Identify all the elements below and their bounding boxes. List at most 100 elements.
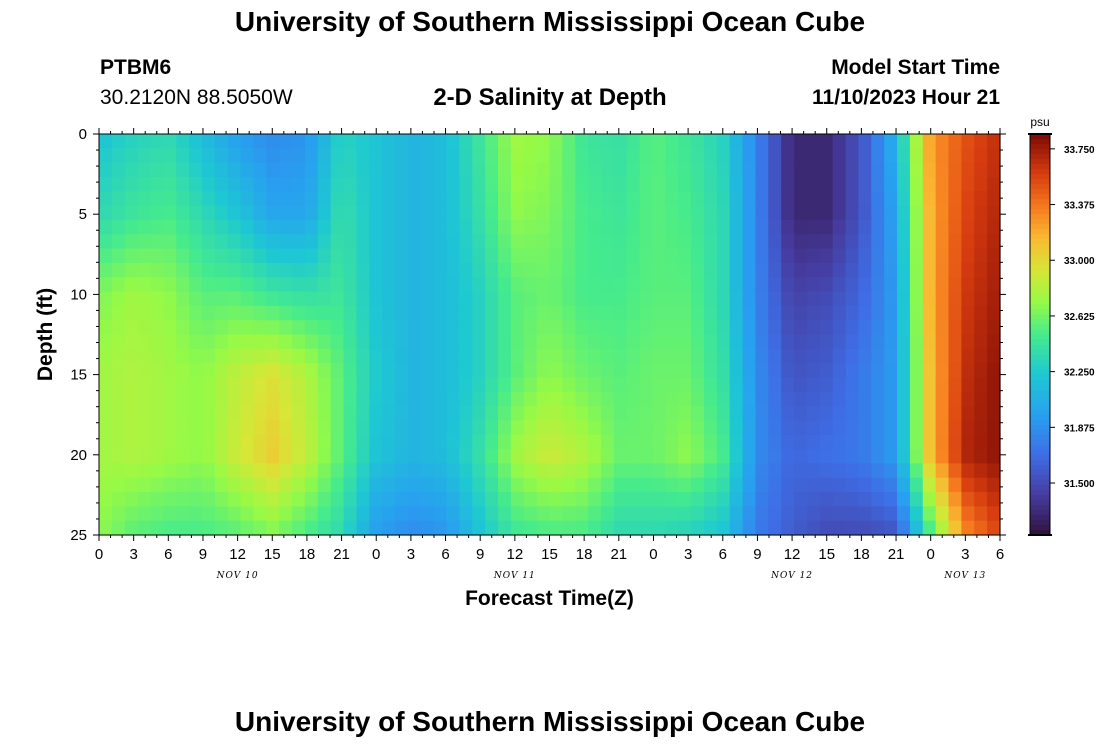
heatmap-cell (871, 520, 885, 536)
heatmap-cell (330, 434, 345, 450)
heatmap-cell (304, 348, 319, 364)
heatmap-cell (678, 363, 692, 379)
heatmap-cell (420, 406, 435, 422)
heatmap-cell (665, 377, 679, 393)
colorbar-segment (1030, 519, 1050, 526)
heatmap-cell (189, 291, 203, 307)
heatmap-cell (948, 248, 962, 264)
heatmap-cell (292, 277, 306, 293)
heatmap-cell (189, 334, 203, 350)
heatmap-cell (639, 520, 654, 536)
heatmap-cell (201, 219, 216, 235)
heatmap-cell (459, 406, 473, 422)
heatmap-cell (549, 205, 563, 221)
heatmap-cell (201, 191, 216, 207)
heatmap-cell (678, 520, 692, 536)
heatmap-cell (356, 520, 370, 536)
heatmap-cell (871, 363, 885, 379)
heatmap-cell (446, 134, 460, 149)
heatmap-cell (716, 449, 731, 464)
heatmap-cell (948, 162, 962, 178)
heatmap-cell (253, 162, 267, 178)
colorbar-tick-label: 31.500 (1064, 479, 1095, 490)
heatmap-cell (871, 449, 885, 464)
heatmap-cell (330, 334, 345, 350)
heatmap-cell (961, 134, 975, 149)
heatmap-cell (703, 191, 718, 207)
heatmap-cell (742, 162, 757, 178)
heatmap-cell (678, 406, 692, 422)
heatmap-cell (292, 205, 306, 221)
heatmap-cell (214, 334, 229, 350)
colorbar-segment (1030, 154, 1050, 160)
heatmap-cell (703, 262, 718, 278)
heatmap-cell (266, 520, 280, 536)
heatmap-cell (279, 191, 293, 207)
heatmap-cell (292, 520, 306, 536)
heatmap-cell (575, 506, 589, 522)
colorbar-segment (1030, 499, 1050, 506)
heatmap-cell (588, 176, 602, 192)
heatmap-cell (472, 463, 486, 479)
heatmap-cell (858, 391, 872, 407)
heatmap-cell (279, 248, 293, 264)
heatmap-cell (356, 363, 370, 379)
heatmap-cell (729, 320, 744, 336)
heatmap-cell (600, 477, 615, 493)
heatmap-cell (214, 420, 229, 436)
heatmap-cell (806, 176, 821, 192)
heatmap-cell (755, 248, 769, 264)
heatmap-cell (935, 176, 950, 192)
heatmap-cell (446, 291, 460, 307)
heatmap-cell (858, 477, 872, 493)
heatmap-cell (626, 449, 641, 464)
heatmap-cell (395, 391, 409, 407)
heatmap-cell (613, 162, 628, 178)
heatmap-cell (974, 348, 988, 364)
heatmap-cell (716, 148, 731, 164)
heatmap-cell (652, 291, 666, 307)
heatmap-cell (549, 520, 563, 536)
heatmap-cell (510, 219, 525, 235)
heatmap-cell (742, 248, 757, 264)
heatmap-cell (665, 348, 679, 364)
heatmap-cell (343, 420, 358, 436)
heatmap-cell (678, 277, 692, 293)
heatmap-cell (240, 219, 255, 235)
heatmap-cell (961, 391, 975, 407)
heatmap-cell (549, 148, 563, 164)
colorbar-unit: psu (1030, 115, 1049, 129)
heatmap-cell (781, 449, 795, 464)
heatmap-cell (806, 492, 821, 507)
heatmap-cell (446, 277, 460, 293)
heatmap-cell (292, 420, 306, 436)
page-title: University of Southern Mississippi Ocean… (234, 6, 866, 37)
heatmap-cell (729, 134, 744, 149)
heatmap-cell (961, 191, 975, 207)
heatmap-cell (884, 234, 898, 250)
heatmap-cell (510, 391, 525, 407)
heatmap-cell (961, 377, 975, 393)
heatmap-cell (871, 148, 885, 164)
heatmap-cell (253, 348, 267, 364)
heatmap-cell (935, 348, 950, 364)
heatmap-cell (485, 406, 499, 422)
heatmap-cell (498, 320, 512, 336)
heatmap-cell (124, 262, 139, 278)
heatmap-cell (304, 520, 319, 536)
heatmap-cell (858, 420, 872, 436)
heatmap-cell (794, 406, 808, 422)
heatmap-cell (794, 463, 808, 479)
heatmap-cell (304, 148, 319, 164)
heatmap-cell (343, 234, 358, 250)
heatmap-cell (150, 363, 164, 379)
heatmap-cell (626, 176, 641, 192)
heatmap-cell (768, 134, 782, 149)
heatmap-cell (201, 492, 216, 507)
colorbar-segment (1030, 219, 1050, 225)
colorbar-segment (1030, 149, 1050, 155)
heatmap-cell (626, 277, 641, 293)
heatmap-cell (665, 262, 679, 278)
heatmap-cell (935, 234, 950, 250)
heatmap-cell (472, 148, 486, 164)
